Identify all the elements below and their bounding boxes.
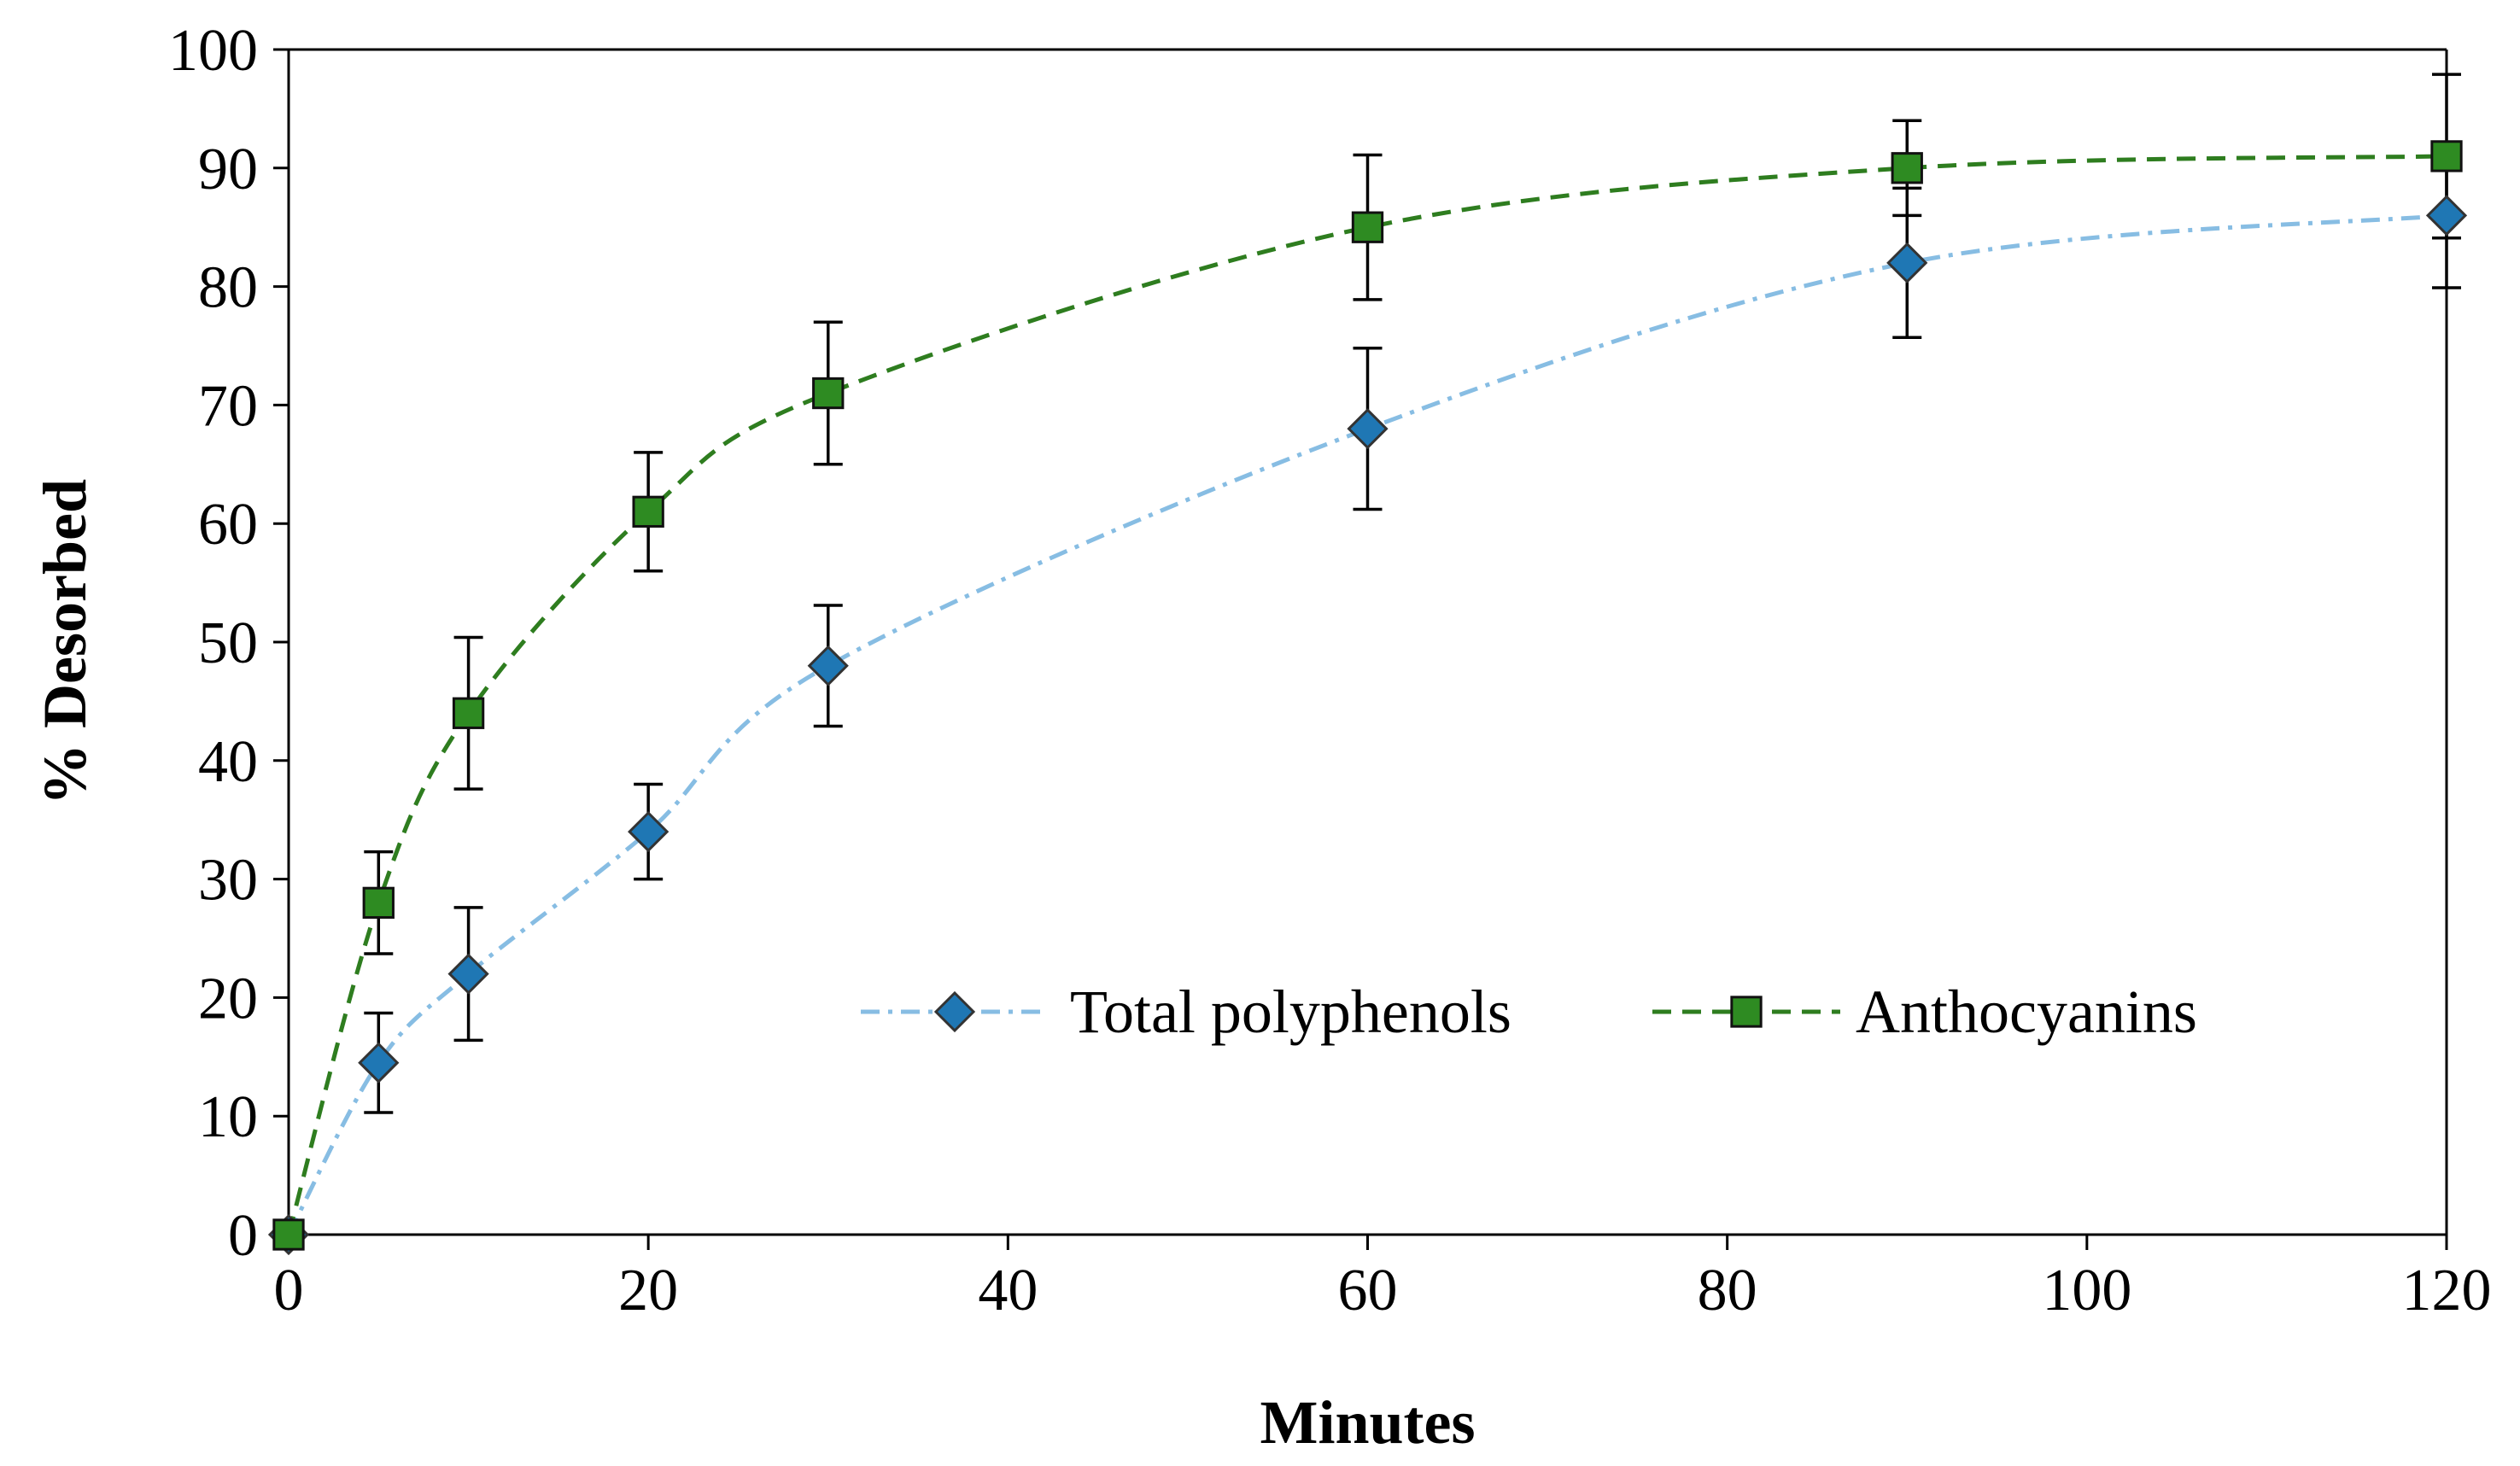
data-point-square (272, 1218, 305, 1251)
y-tick-label: 0 (228, 1203, 258, 1269)
y-tick-label: 10 (198, 1084, 258, 1150)
data-point-square (1730, 996, 1763, 1028)
data-point-diamond (1347, 408, 1389, 450)
data-point-square (812, 377, 845, 410)
data-point-diamond (2425, 195, 2468, 237)
y-tick-label: 50 (198, 610, 258, 676)
data-point-square (2430, 140, 2463, 172)
series-line (286, 154, 2447, 1235)
legend-label: Anthocyanins (1856, 978, 2197, 1046)
curves-layer (286, 154, 2447, 1236)
y-axis-title: % Desorbed (31, 479, 99, 805)
x-tick-label: 100 (2042, 1258, 2131, 1323)
data-point-diamond (807, 645, 849, 686)
y-tick-label: 60 (198, 492, 258, 558)
series-line (286, 213, 2447, 1236)
x-axis-title: Minutes (1260, 1388, 1476, 1457)
data-point-diamond (1886, 242, 1928, 283)
y-tick-label: 40 (198, 729, 258, 795)
data-point-square (452, 697, 485, 729)
x-tick-label: 40 (978, 1258, 1038, 1323)
legend-label: Total polyphenols (1070, 978, 1511, 1046)
data-point-diamond (628, 810, 669, 853)
x-tick-label: 80 (1698, 1258, 1757, 1323)
data-point-square (1351, 211, 1384, 243)
error-bars-layer (364, 73, 2461, 1114)
data-point-square (632, 495, 664, 528)
y-tick-label: 30 (198, 848, 258, 914)
legend: Total polyphenols Anthocyanins (861, 978, 2197, 1046)
markers-layer (267, 140, 2468, 1256)
data-point-diamond (358, 1042, 400, 1083)
data-point-diamond (447, 953, 489, 995)
y-tick-label: 100 (168, 18, 258, 84)
y-tick-label: 90 (198, 137, 258, 202)
x-tick-label: 60 (1338, 1258, 1398, 1323)
x-tick-label: 0 (274, 1258, 304, 1323)
y-tick-label: 20 (198, 966, 258, 1031)
y-tick-label: 80 (198, 255, 258, 321)
data-point-square (1891, 152, 1923, 184)
x-tick-label: 20 (618, 1258, 678, 1323)
x-tick-label: 120 (2402, 1258, 2492, 1323)
y-tick-label: 70 (198, 373, 258, 439)
data-point-square (362, 886, 395, 920)
data-point-diamond (933, 990, 976, 1033)
axes-layer: 0 20 40 60 80 100 120 0 10 20 30 40 50 60 70 80 90 100 (168, 18, 2492, 1323)
